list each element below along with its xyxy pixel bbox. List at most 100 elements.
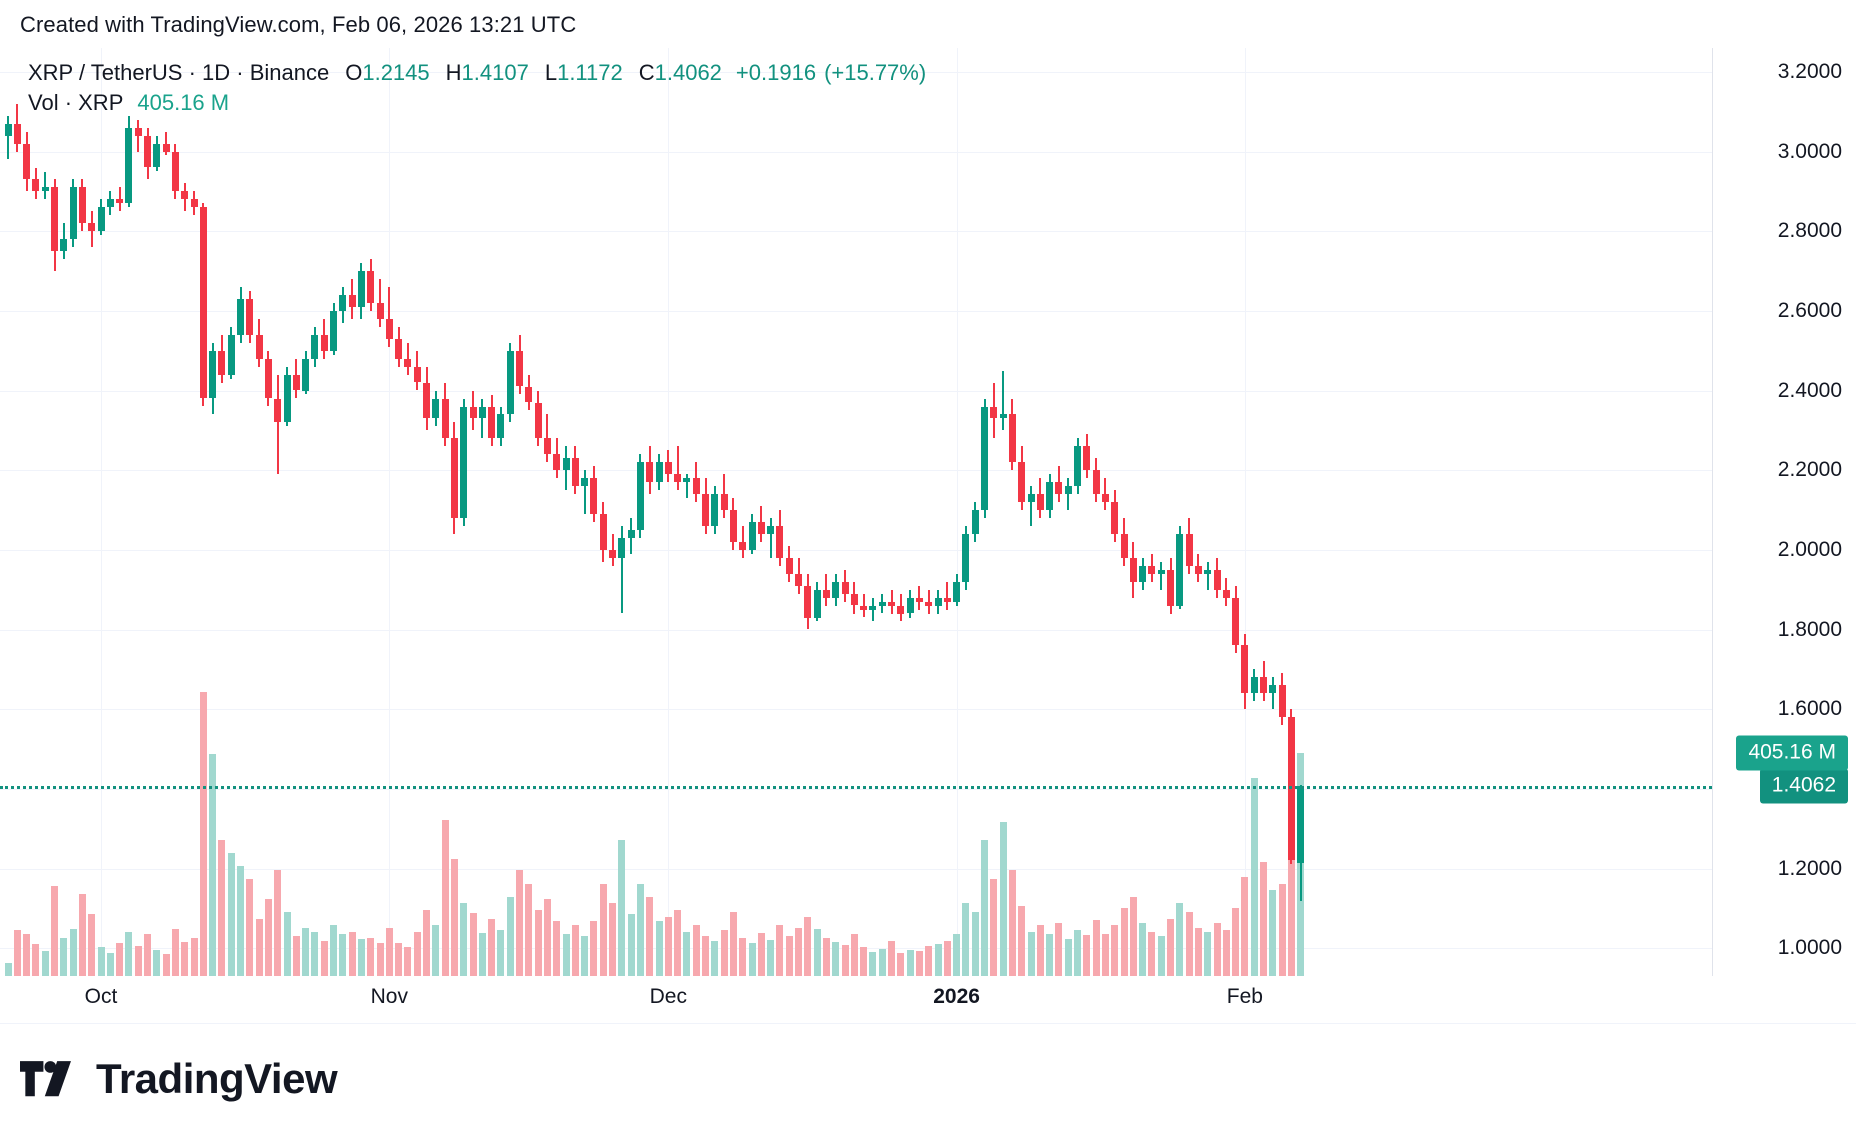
volume-bar bbox=[171, 928, 179, 976]
current-price-badge[interactable]: 1.4062 bbox=[1759, 768, 1848, 804]
candle-body bbox=[609, 549, 616, 558]
price-axis-tick-label: 3.2000 bbox=[1777, 59, 1842, 83]
candle-body bbox=[385, 318, 393, 339]
volume-bar bbox=[739, 937, 747, 976]
candle-body bbox=[1222, 589, 1230, 598]
volume-bar bbox=[116, 943, 124, 976]
candle-body bbox=[925, 601, 933, 606]
grid-line-horizontal bbox=[0, 151, 1712, 153]
volume-bar bbox=[264, 899, 272, 976]
candle-body bbox=[274, 398, 282, 423]
candle-body bbox=[1278, 685, 1286, 718]
candle-body bbox=[999, 414, 1007, 419]
volume-bar bbox=[469, 913, 477, 976]
volume-bar bbox=[41, 950, 49, 976]
volume-bar bbox=[878, 948, 886, 976]
volume-bar bbox=[711, 940, 719, 976]
volume-bar bbox=[348, 932, 356, 976]
candle-body bbox=[664, 462, 672, 475]
candle-body bbox=[134, 127, 142, 136]
volume-bar bbox=[860, 947, 868, 976]
volume-bar bbox=[627, 914, 635, 976]
plot-area[interactable] bbox=[0, 48, 1712, 976]
candle-body bbox=[181, 191, 189, 200]
chart-frame: 3.2000 3.0000 2.8000 2.6000 2.4000 2.2000 2.00… bbox=[0, 48, 1856, 976]
candle-body bbox=[1111, 502, 1119, 534]
candle-wick bbox=[406, 342, 409, 375]
candle-body bbox=[646, 462, 654, 483]
candle-body bbox=[627, 529, 635, 538]
candle-body bbox=[190, 199, 198, 208]
candle-body bbox=[227, 334, 235, 375]
candle-body bbox=[1167, 569, 1174, 606]
volume-bar bbox=[441, 819, 449, 976]
volume-bar bbox=[330, 925, 337, 976]
volume-bar bbox=[413, 932, 421, 976]
candle-body bbox=[962, 533, 970, 582]
volume-bar bbox=[767, 939, 775, 976]
tradingview-logo: TradingView bbox=[20, 1055, 338, 1103]
candle-body bbox=[264, 358, 272, 399]
candle-body bbox=[795, 573, 802, 586]
candle-body bbox=[23, 143, 31, 180]
volume-bar bbox=[1278, 883, 1286, 976]
candle-body bbox=[897, 605, 905, 614]
volume-bar bbox=[1092, 919, 1100, 976]
candle-body bbox=[702, 494, 709, 526]
volume-bar bbox=[943, 940, 951, 976]
candle-body bbox=[1055, 482, 1063, 494]
candle-body bbox=[1018, 462, 1026, 502]
candle-body bbox=[4, 123, 12, 136]
volume-bar bbox=[888, 940, 895, 976]
grid-line-vertical bbox=[389, 48, 391, 976]
candle-body bbox=[441, 398, 449, 439]
volume-bar bbox=[1157, 936, 1165, 976]
volume-bar bbox=[450, 859, 458, 976]
current-volume-badge[interactable]: 405.16 M bbox=[1736, 735, 1848, 771]
candle-body bbox=[776, 525, 784, 558]
candle-wick bbox=[7, 115, 9, 160]
volume-bar bbox=[106, 952, 114, 976]
volume-bar bbox=[1287, 808, 1295, 976]
candle-body bbox=[32, 179, 40, 192]
time-axis[interactable]: Oct Nov Dec 2026 Feb bbox=[0, 976, 1712, 1026]
volume-bar bbox=[962, 903, 970, 976]
volume-bar bbox=[618, 839, 626, 976]
grid-line-horizontal bbox=[0, 709, 1712, 711]
candle-body bbox=[237, 298, 244, 335]
volume-bar bbox=[209, 753, 217, 976]
candle-body bbox=[506, 350, 514, 415]
volume-bar bbox=[1074, 929, 1081, 976]
grid-line-vertical bbox=[101, 48, 102, 976]
candle-body bbox=[692, 478, 700, 494]
candle-body bbox=[97, 207, 105, 232]
candle-wick bbox=[276, 374, 279, 475]
candle-body bbox=[246, 298, 254, 335]
candle-body bbox=[748, 522, 756, 550]
price-axis-tick-label: 1.6000 bbox=[1777, 697, 1842, 721]
candle-body bbox=[88, 223, 96, 232]
volume-bar bbox=[990, 879, 998, 976]
volume-bar bbox=[1250, 778, 1258, 976]
candle-wick bbox=[946, 581, 949, 610]
candle-body bbox=[209, 350, 217, 399]
volume-bar bbox=[311, 932, 319, 976]
volume-bar bbox=[841, 945, 849, 976]
price-axis[interactable]: 3.2000 3.0000 2.8000 2.6000 2.4000 2.2000 2.00… bbox=[1712, 48, 1856, 976]
candle-body bbox=[283, 374, 291, 423]
grid-line-horizontal bbox=[0, 231, 1712, 233]
candle-body bbox=[739, 541, 747, 550]
candle-body bbox=[302, 358, 310, 391]
candle-body bbox=[590, 478, 598, 514]
volume-bar bbox=[1101, 934, 1109, 976]
candle-body bbox=[357, 271, 365, 307]
candle-body bbox=[1260, 677, 1267, 694]
candle-wick bbox=[1206, 561, 1209, 590]
candle-body bbox=[915, 597, 923, 602]
candle-body bbox=[1120, 533, 1128, 558]
candle-wick bbox=[620, 525, 623, 614]
volume-bar bbox=[1167, 918, 1174, 976]
volume-bar bbox=[4, 962, 12, 976]
grid-line-horizontal bbox=[0, 788, 1712, 790]
candle-body bbox=[106, 199, 114, 208]
